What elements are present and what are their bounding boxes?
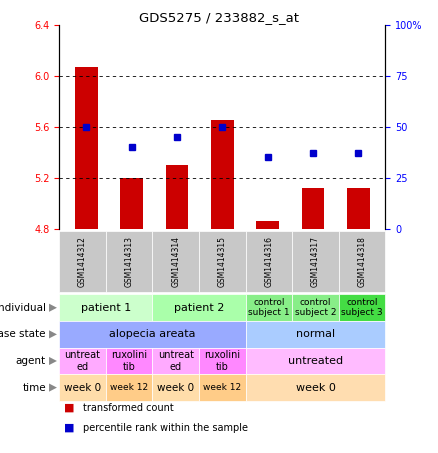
Text: GSM1414317: GSM1414317 (311, 236, 320, 287)
Text: disease state: disease state (0, 329, 46, 339)
Text: control
subject 3: control subject 3 (341, 298, 383, 318)
Text: untreat
ed: untreat ed (158, 350, 194, 372)
Text: transformed count: transformed count (83, 403, 174, 413)
Bar (347, 188, 370, 229)
Bar (166, 165, 188, 229)
Bar (256, 221, 279, 229)
Bar (302, 188, 324, 229)
Text: individual: individual (0, 303, 46, 313)
Text: untreated: untreated (288, 356, 343, 366)
Text: alopecia areata: alopecia areata (109, 329, 196, 339)
Text: week 0: week 0 (64, 383, 101, 393)
Text: time: time (22, 383, 46, 393)
Bar (211, 120, 233, 229)
Text: GSM1414316: GSM1414316 (265, 236, 273, 287)
Text: percentile rank within the sample: percentile rank within the sample (83, 423, 248, 433)
Text: ruxolini
tib: ruxolini tib (204, 350, 240, 372)
Text: patient 2: patient 2 (174, 303, 224, 313)
Text: week 12: week 12 (203, 383, 241, 392)
Text: GSM1414315: GSM1414315 (218, 236, 227, 287)
Text: GSM1414313: GSM1414313 (124, 236, 134, 287)
Text: patient 1: patient 1 (81, 303, 131, 313)
Text: week 0: week 0 (296, 383, 336, 393)
Text: control
subject 1: control subject 1 (248, 298, 290, 318)
Text: week 0: week 0 (157, 383, 194, 393)
Text: normal: normal (296, 329, 335, 339)
Text: ■: ■ (64, 423, 74, 433)
Bar (75, 67, 98, 229)
Text: GSM1414314: GSM1414314 (171, 236, 180, 287)
Text: GSM1414312: GSM1414312 (78, 236, 87, 287)
Text: week 12: week 12 (110, 383, 148, 392)
Text: control
subject 2: control subject 2 (295, 298, 336, 318)
Text: ruxolini
tib: ruxolini tib (111, 350, 147, 372)
Text: ■: ■ (64, 403, 74, 413)
Text: GSM1414318: GSM1414318 (358, 236, 367, 287)
Text: GDS5275 / 233882_s_at: GDS5275 / 233882_s_at (139, 11, 299, 24)
Text: agent: agent (16, 356, 46, 366)
Text: untreat
ed: untreat ed (64, 350, 100, 372)
Bar (120, 178, 143, 229)
